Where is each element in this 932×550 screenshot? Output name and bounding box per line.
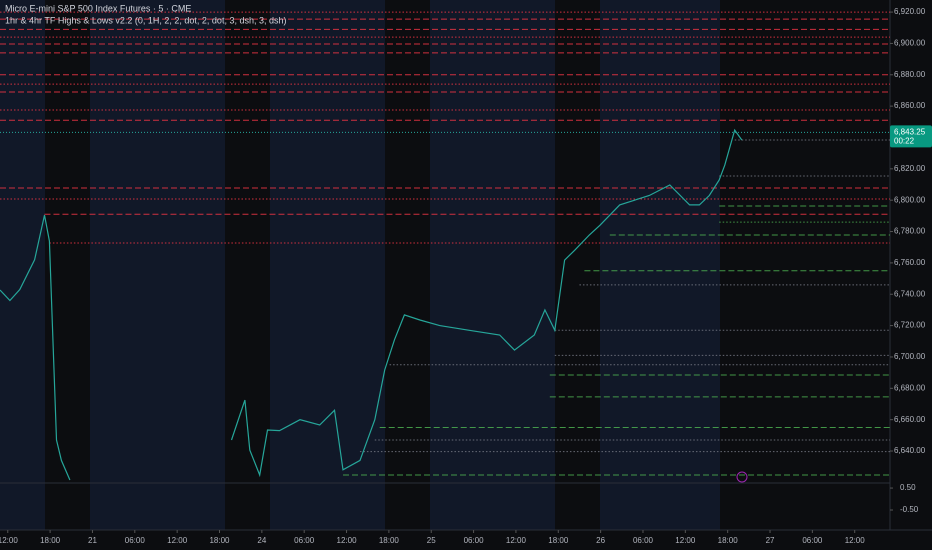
session-shade <box>0 0 45 530</box>
x-tick-label: 12:00 <box>337 536 358 545</box>
chart-title: Micro E-mini S&P 500 Index Futures · 5 ·… <box>5 3 191 13</box>
y-tick-label: 6,780.00 <box>894 227 926 236</box>
y-tick-label: 6,860.00 <box>894 101 926 110</box>
session-shade <box>600 0 720 530</box>
countdown-label: 00:22 <box>894 136 915 145</box>
y-tick-label: 6,900.00 <box>894 39 926 48</box>
y-tick-label: 6,660.00 <box>894 415 926 424</box>
x-tick-label: 12:00 <box>506 536 527 545</box>
x-tick-label: 18:00 <box>40 536 61 545</box>
x-tick-label: 18:00 <box>379 536 400 545</box>
y-tick-label: 6,760.00 <box>894 258 926 267</box>
x-tick-label: 27 <box>766 536 775 545</box>
y-tick-label: 6,740.00 <box>894 289 926 298</box>
x-tick-label: 06:00 <box>125 536 146 545</box>
indicator-icon[interactable] <box>736 471 748 483</box>
x-tick-label: 06:00 <box>464 536 485 545</box>
session-shade <box>90 0 225 530</box>
price-line <box>0 128 743 481</box>
indicator-label: 1hr & 4hr TF Highs & Lows v2.2 (0, 1H, 2… <box>5 15 286 25</box>
x-tick-label: 18:00 <box>548 536 569 545</box>
y-tick-label: -0.50 <box>900 505 919 514</box>
x-tick-label: 12:00 <box>675 536 696 545</box>
session-shade <box>430 0 555 530</box>
price-tag <box>890 125 932 148</box>
x-tick-label: 12:00 <box>0 536 18 545</box>
y-tick-label: 0.50 <box>900 483 916 492</box>
x-tick-label: 06:00 <box>802 536 823 545</box>
session-shade <box>270 0 385 530</box>
current-price-label: 6,843.25 <box>894 127 926 136</box>
x-tick-label: 06:00 <box>294 536 315 545</box>
x-tick-label: 12:00 <box>167 536 188 545</box>
x-tick-label: 18:00 <box>209 536 230 545</box>
x-tick-label: 25 <box>427 536 436 545</box>
x-tick-label: 24 <box>257 536 266 545</box>
y-tick-label: 6,920.00 <box>894 7 926 16</box>
x-tick-label: 18:00 <box>718 536 739 545</box>
y-tick-label: 6,720.00 <box>894 321 926 330</box>
y-tick-label: 6,680.00 <box>894 383 926 392</box>
y-tick-label: 6,880.00 <box>894 70 926 79</box>
x-tick-label: 12:00 <box>845 536 866 545</box>
y-tick-label: 6,640.00 <box>894 446 926 455</box>
y-tick-label: 6,800.00 <box>894 195 926 204</box>
y-tick-label: 6,700.00 <box>894 352 926 361</box>
y-tick-label: 6,820.00 <box>894 164 926 173</box>
x-tick-label: 26 <box>596 536 605 545</box>
x-tick-label: 06:00 <box>633 536 654 545</box>
x-tick-label: 21 <box>88 536 97 545</box>
